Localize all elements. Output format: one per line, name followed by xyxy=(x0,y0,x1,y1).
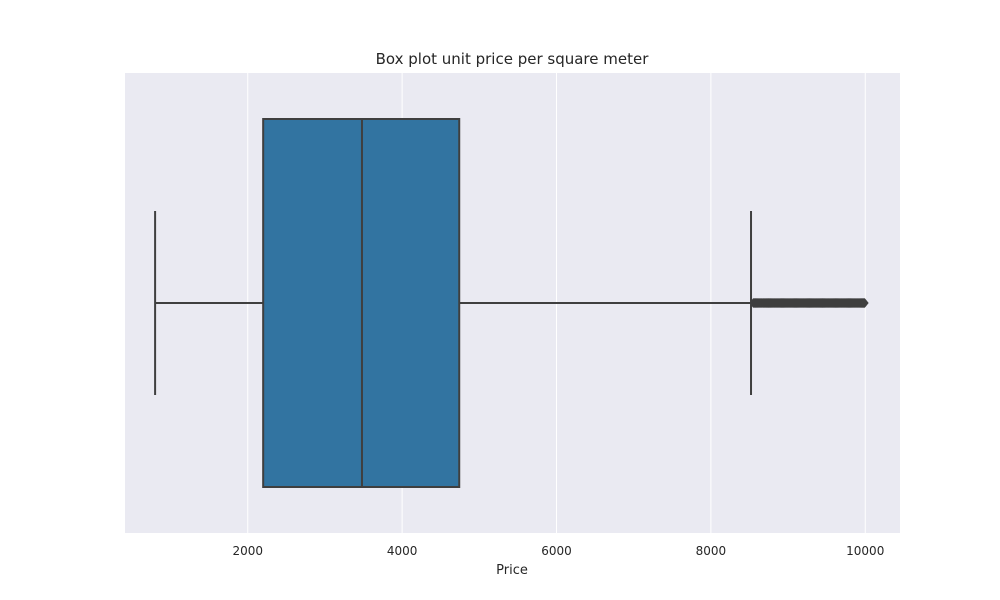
chart-title: Box plot unit price per square meter xyxy=(376,50,650,68)
box-group xyxy=(154,118,869,488)
x-tick-label: 10000 xyxy=(846,544,884,558)
outliers xyxy=(749,298,869,308)
x-tick-label: 2000 xyxy=(232,544,263,558)
x-tick-label: 8000 xyxy=(696,544,727,558)
x-axis-ticks: 2000 4000 6000 8000 10000 xyxy=(232,544,884,558)
x-tick-label: 4000 xyxy=(387,544,418,558)
x-tick-label: 6000 xyxy=(541,544,572,558)
outlier-point xyxy=(860,298,869,308)
x-axis-label: Price xyxy=(496,563,528,578)
